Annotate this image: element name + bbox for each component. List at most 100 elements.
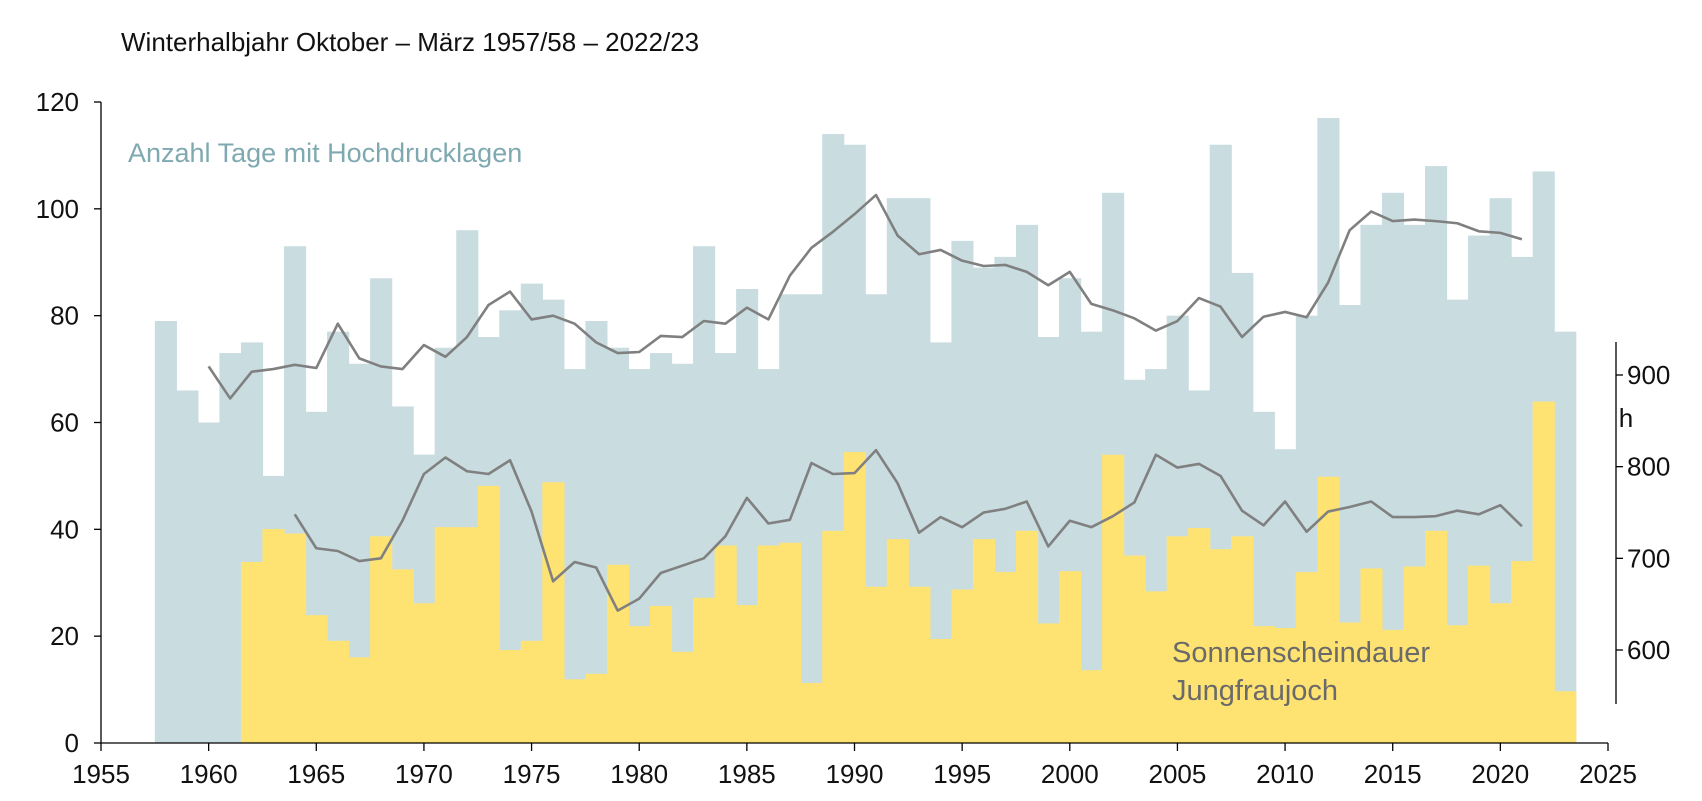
x-tick-label-1995: 1995 (933, 759, 991, 789)
sonnenschein-bar-2002 (1102, 454, 1125, 743)
x-tick-label-1975: 1975 (503, 759, 561, 789)
hochdruck-bar-1967 (348, 363, 371, 743)
sonnenschein-bar-1966 (327, 640, 350, 743)
sonnenschein-bar-2001 (1080, 670, 1103, 743)
sonnenschein-bars (240, 401, 1577, 743)
sonnenschein-bar-1967 (348, 657, 371, 743)
sonnenschein-series-label-line1: Sonnenscheindauer (1172, 637, 1430, 669)
sonnenschein-bar-2010 (1274, 628, 1297, 743)
hochdruck-bar-2023 (1554, 331, 1577, 743)
moving-average-lines (207, 193, 1523, 612)
sonnenschein-bar-2005 (1166, 536, 1189, 743)
sonnenschein-bar-1981 (649, 606, 673, 743)
y-left-tick-label-20: 20 (50, 621, 79, 651)
sonnenschein-bar-2006 (1188, 528, 1211, 743)
sonnenschein-bar-2003 (1123, 555, 1146, 743)
x-tick-label-2010: 2010 (1256, 759, 1314, 789)
y-right-tick-label-600: 600 (1627, 635, 1670, 665)
hochdruck-bar-1977 (563, 369, 586, 743)
sonnenschein-bar-1975 (520, 640, 543, 743)
sonnenschein-bar-2023 (1554, 691, 1577, 743)
sonnenschein-bar-1977 (563, 679, 586, 743)
sonnenschein-bar-1969 (391, 569, 414, 743)
sonnenschein-moving-average-line (293, 448, 1523, 612)
sonnenschein-bar-1963 (262, 529, 285, 743)
hochdruck-bar-1982 (671, 363, 694, 743)
sonnenschein-bar-1997 (994, 572, 1017, 743)
hochdruck-bar-1960 (197, 422, 221, 743)
sonnenschein-bar-2007 (1209, 549, 1232, 743)
sonnenschein-bar-2009 (1252, 626, 1275, 743)
hochdruck-bar-2001 (1080, 331, 1103, 743)
sonnenschein-bar-1995 (951, 589, 974, 743)
hochdruck-bar-1974 (499, 310, 522, 743)
sonnenschein-bar-2011 (1295, 572, 1318, 743)
sonnenschein-bar-1979 (606, 564, 630, 743)
sonnenschein-bar-1993 (908, 586, 931, 743)
x-tick-label-1980: 1980 (610, 759, 668, 789)
sonnenschein-bar-1985 (736, 605, 759, 743)
sonnenschein-bar-1965 (305, 615, 328, 743)
sonnenschein-bar-1973 (477, 485, 500, 743)
sonnenschein-bar-2013 (1338, 622, 1362, 743)
y-left-tick-label-80: 80 (50, 301, 79, 331)
sonnenschein-bar-1987 (779, 542, 802, 743)
sonnenschein-bar-1980 (628, 626, 651, 743)
hochdruck-bar-1978 (585, 321, 608, 743)
sonnenschein-bar-1970 (413, 603, 436, 743)
sonnenschein-bar-1962 (240, 562, 264, 743)
sonnenschein-bar-1996 (972, 539, 996, 743)
axes: 0 20 40 60 80 100 120 1955 1960 1965 1970 1975 1980 1… (36, 87, 1671, 789)
x-tick-label-1955: 1955 (72, 759, 130, 789)
sonnenschein-bar-1976 (542, 482, 565, 743)
y-left-tick-label-100: 100 (36, 194, 79, 224)
x-tick-label-2020: 2020 (1471, 759, 1529, 789)
sonnenschein-bar-1984 (714, 545, 737, 743)
sonnenschein-bar-2021 (1511, 561, 1534, 743)
sonnenschein-bar-1986 (757, 545, 780, 743)
y-left-tick-label-120: 120 (36, 87, 79, 117)
x-tick-label-2025: 2025 (1579, 759, 1637, 789)
hochdruck-bar-1966 (327, 331, 350, 743)
x-tick-label-1970: 1970 (395, 759, 453, 789)
hochdruck-moving-average-line (207, 193, 1523, 400)
sonnenschein-bar-2019 (1468, 565, 1491, 743)
sonnenschein-bar-2015 (1381, 629, 1405, 743)
sonnenschein-bar-1991 (865, 586, 888, 743)
y-right-tick-label-900: 900 (1627, 360, 1670, 390)
sonnenschein-bar-2018 (1446, 625, 1469, 743)
x-tick-label-1985: 1985 (718, 759, 776, 789)
sonnenschein-bar-2020 (1489, 603, 1512, 743)
sonnenschein-bar-2016 (1403, 566, 1426, 743)
sonnenschein-bar-1999 (1037, 623, 1060, 743)
sonnenschein-bar-2014 (1360, 568, 1383, 743)
right-axis-unit: h (1619, 403, 1633, 433)
x-tick-label-2015: 2015 (1364, 759, 1422, 789)
x-tick-label-1990: 1990 (826, 759, 884, 789)
sonnenschein-bar-1998 (1015, 530, 1039, 743)
y-left-tick-label-0: 0 (65, 728, 79, 758)
sonnenschein-bar-2017 (1425, 530, 1448, 743)
sonnenschein-bar-1964 (283, 533, 307, 743)
sonnenschein-bar-1982 (671, 651, 694, 743)
sonnenschein-bar-1992 (886, 539, 909, 743)
sonnenschein-bar-1994 (929, 639, 952, 743)
sonnenschein-bar-2000 (1059, 571, 1082, 743)
y-left-tick-label-60: 60 (50, 408, 79, 438)
sonnenschein-bar-1983 (693, 597, 716, 743)
sonnenschein-bar-2012 (1317, 476, 1340, 743)
hochdruck-bar-2015 (1381, 192, 1405, 743)
sonnenschein-bar-1988 (800, 683, 823, 743)
sonnenschein-series-label-line2: Jungfraujoch (1172, 675, 1338, 707)
sonnenschein-bar-2004 (1145, 591, 1168, 743)
hochdruck-bar-1958 (154, 321, 177, 743)
y-right-tick-label-800: 800 (1627, 452, 1670, 482)
sonnenschein-bar-1974 (499, 650, 522, 743)
y-left-tick-label-40: 40 (50, 514, 79, 544)
chart-title: Winterhalbjahr Oktober – März 1957/58 – … (121, 27, 699, 57)
sonnenschein-bar-1990 (843, 452, 866, 743)
hochdruck-bar-1961 (219, 353, 242, 743)
hochdruck-bar-1988 (800, 294, 823, 743)
sonnenschein-bar-1978 (585, 673, 608, 743)
x-tick-label-2000: 2000 (1041, 759, 1099, 789)
